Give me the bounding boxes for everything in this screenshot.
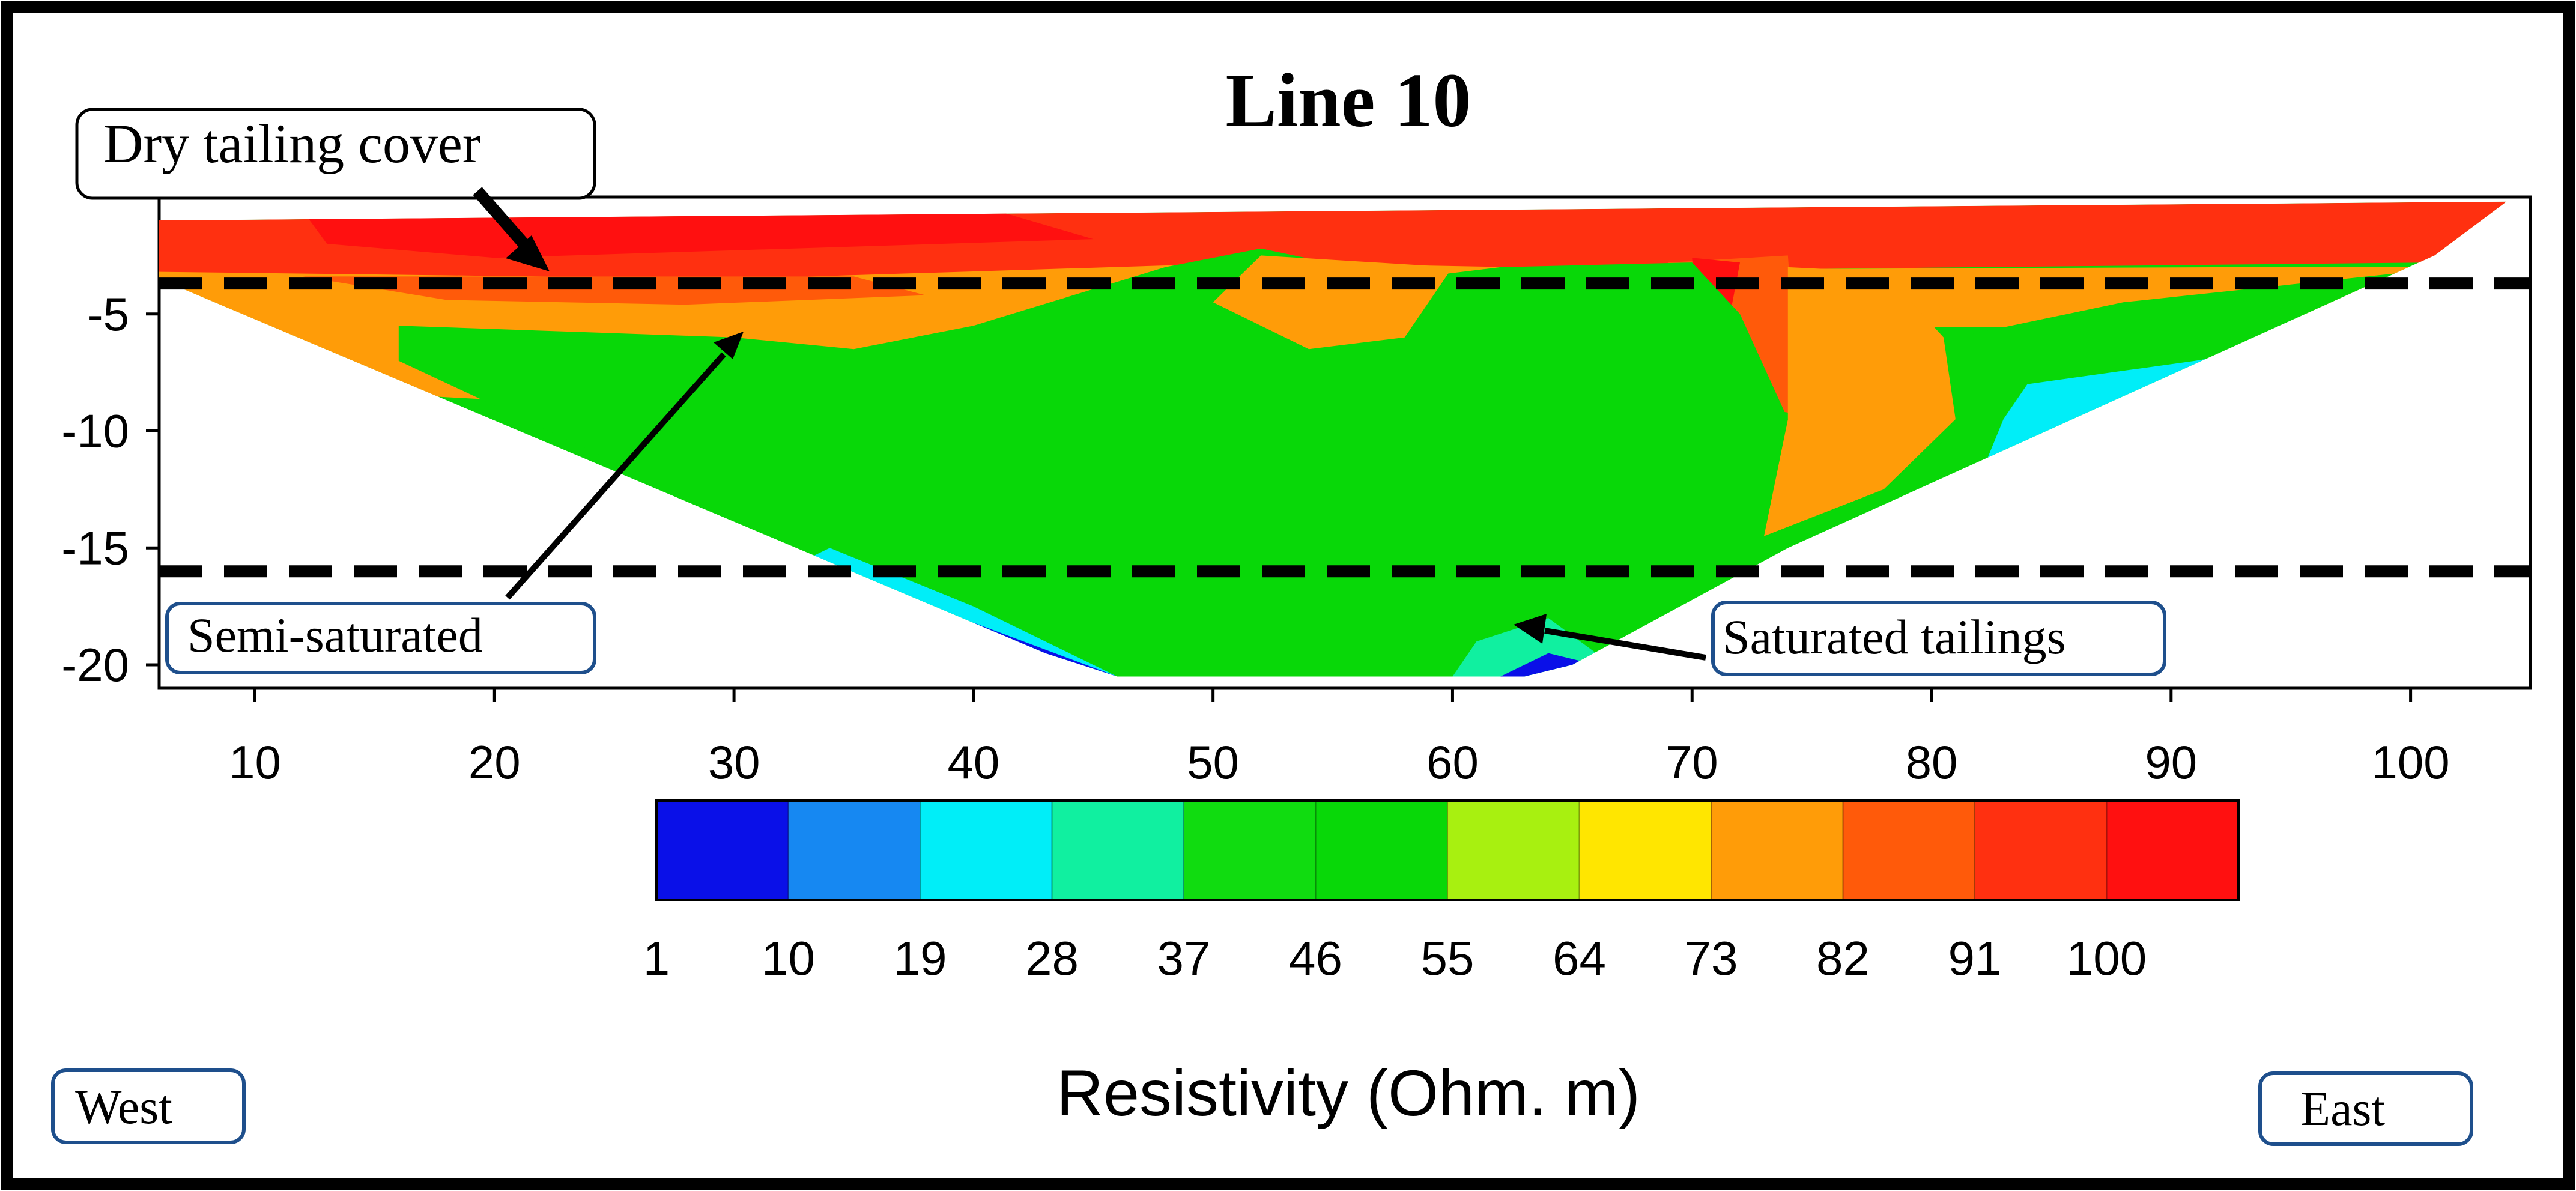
colorbar-tick-label: 19 <box>894 932 947 985</box>
zone-east-yellow <box>1763 267 1956 536</box>
colorbar-bin <box>656 801 789 900</box>
colorbar-bin <box>1315 801 1448 900</box>
colorbar: 1 10 19 28 37 46 55 64 73 82 91 100 <box>643 799 2240 985</box>
x-tick-label: 40 <box>947 736 999 789</box>
annotation-label-dry-cover: Dry tailing cover <box>103 113 480 174</box>
colorbar-bin <box>1711 801 1843 900</box>
x-tick-label: 20 <box>468 736 521 789</box>
annotation-label-semi-saturated: Semi-saturated <box>187 608 483 662</box>
colorbar-bin <box>920 801 1052 900</box>
x-tick-label: 90 <box>2145 736 2197 789</box>
annotation-box-dry-cover <box>75 108 596 200</box>
colorbar-bin <box>1052 801 1184 900</box>
annotation-saturated: Saturated tailings <box>1514 601 2166 676</box>
east-label: East <box>2300 1081 2385 1136</box>
colorbar-bin <box>1184 801 1316 900</box>
annotation-arrowhead-semi-saturated <box>714 332 744 359</box>
annotation-arrowhead-saturated <box>1514 614 1547 644</box>
colorbar-tick-label: 91 <box>1948 932 2002 985</box>
direction-west: West <box>51 1068 246 1144</box>
colorbar-tick-label: 10 <box>762 932 815 985</box>
x-tick-label: 80 <box>1906 736 1958 789</box>
x-tick-label: 30 <box>708 736 760 789</box>
colorbar-tick-label: 1 <box>643 932 670 985</box>
colorbar-tick-label: 73 <box>1685 932 1738 985</box>
x-tick-label: 50 <box>1187 736 1239 789</box>
y-axis: -5 -10 -15 -20 <box>61 288 159 691</box>
x-tick-label: 70 <box>1666 736 1718 789</box>
colorbar-bin <box>1579 801 1712 900</box>
east-label-box <box>2258 1071 2473 1146</box>
colorbar-tick-label: 100 <box>2067 932 2147 985</box>
annotation-box-semi-saturated <box>165 602 596 674</box>
annotation-arrow-semi-saturated <box>505 352 726 600</box>
colorbar-bin <box>1447 801 1580 900</box>
chart-title: Line 10 <box>1226 58 1471 143</box>
west-label-box <box>51 1068 246 1144</box>
annotation-label-saturated: Saturated tailings <box>1723 610 2066 664</box>
x-tick-label: 60 <box>1426 736 1479 789</box>
colorbar-bin <box>1975 801 2107 900</box>
annotation-arrowhead-dry-cover <box>506 235 550 271</box>
x-tick-label: 100 <box>2372 736 2450 789</box>
colorbar-tick-label: 28 <box>1025 932 1079 985</box>
west-label: West <box>75 1079 172 1134</box>
colorbar-tick-label: 37 <box>1157 932 1211 985</box>
annotation-arrow-saturated <box>1544 628 1706 661</box>
colorbar-tick-label: 82 <box>1816 932 1870 985</box>
direction-east: East <box>2258 1071 2473 1146</box>
colorbar-tick-label: 55 <box>1421 932 1474 985</box>
y-tick-label: -5 <box>88 288 129 341</box>
x-tick-label: 10 <box>229 736 281 789</box>
annotation-semi-saturated: Semi-saturated <box>165 332 744 674</box>
y-tick-label: -15 <box>61 521 129 574</box>
reference-lines <box>159 277 2530 578</box>
y-tick-label: -10 <box>61 405 129 458</box>
x-axis: 10 20 30 40 50 60 70 80 90 100 <box>229 688 2450 789</box>
colorbar-tick-label: 46 <box>1289 932 1342 985</box>
annotation-arrow-dry-cover <box>473 187 533 253</box>
colorbar-bin <box>788 801 921 900</box>
colorbar-bin <box>1843 801 1975 900</box>
colorbar-tick-label: 64 <box>1553 932 1606 985</box>
annotation-dry-cover: Dry tailing cover <box>75 108 596 271</box>
annotation-box-saturated <box>1711 601 2166 676</box>
y-tick-label: -20 <box>61 638 129 691</box>
colorbar-bin <box>2106 801 2239 900</box>
colorbar-title: Resistivity (Ohm. m) <box>1056 1056 1640 1129</box>
colorbar-border <box>655 799 2240 901</box>
